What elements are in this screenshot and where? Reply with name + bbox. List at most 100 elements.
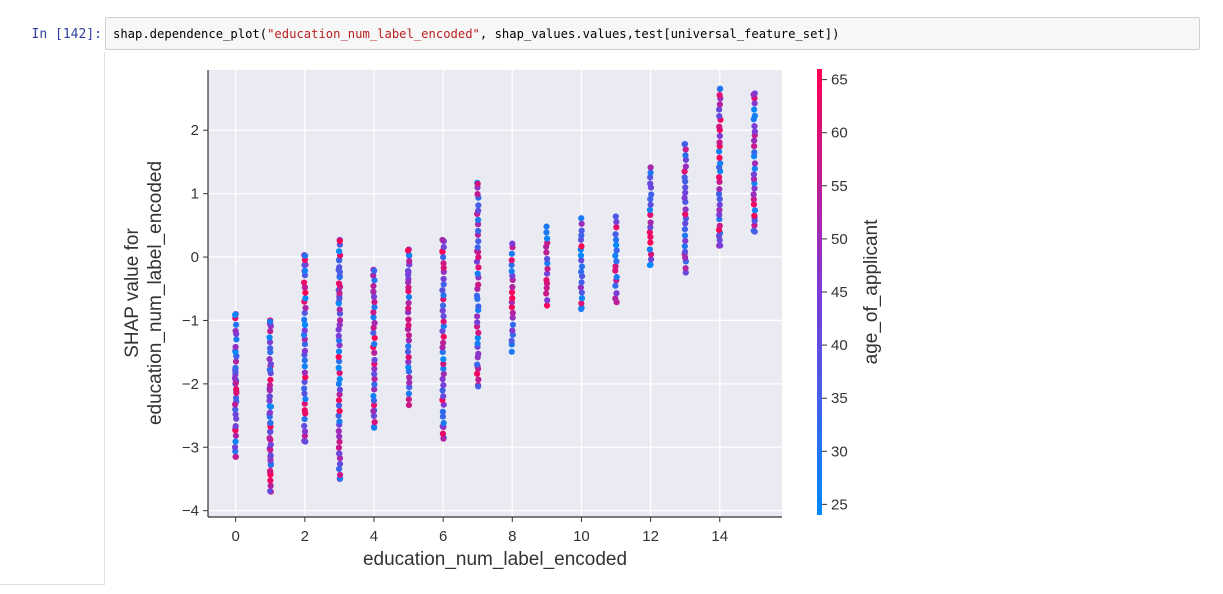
scatter-point (474, 340, 481, 347)
y-tick-label: 0 (191, 249, 199, 266)
scatter-point (717, 242, 724, 249)
scatter-point (267, 482, 274, 489)
scatter-point (301, 261, 308, 269)
scatter-point (231, 444, 239, 451)
scatter-point (301, 267, 309, 274)
scatter-point (439, 408, 446, 415)
scatter-point (509, 314, 516, 321)
scatter-point (267, 452, 274, 459)
scatter-point (439, 375, 446, 383)
scatter-point (716, 112, 723, 120)
scatter-point (474, 191, 481, 198)
scatter-point (440, 243, 447, 251)
x-axis-label: education_num_label_encoded (363, 549, 627, 570)
scatter-point (301, 252, 309, 259)
scatter-point (371, 340, 378, 348)
scatter-point (440, 401, 447, 408)
scatter-point (474, 270, 481, 277)
scatter-point (302, 295, 309, 302)
scatter-point (370, 314, 377, 321)
scatter-point (613, 224, 620, 231)
scatter-point (647, 219, 654, 226)
scatter-point (716, 206, 723, 214)
scatter-point (439, 287, 446, 294)
scatter-point (440, 260, 447, 267)
scatter-point (370, 293, 378, 300)
scatter-point (267, 477, 274, 484)
scatter-point (439, 327, 446, 335)
scatter-point (578, 263, 586, 270)
scatter-point (751, 143, 758, 150)
y-tick-label: −2 (182, 376, 199, 393)
scatter-point (751, 100, 758, 107)
code-input-area[interactable]: shap.dependence_plot("education_num_labe… (105, 17, 1200, 50)
scatter-point (370, 412, 378, 420)
scatter-point (440, 356, 447, 363)
colorbar-tick-label: 35 (831, 390, 848, 407)
scatter-point (371, 334, 378, 342)
scatter-point (301, 357, 308, 364)
scatter-point (267, 376, 274, 383)
scatter-point (335, 332, 342, 339)
scatter-point (681, 168, 688, 175)
scatter-point (716, 91, 723, 99)
scatter-point (336, 369, 343, 377)
scatter-point (406, 384, 413, 391)
colorbar (817, 69, 822, 515)
scatter-point (266, 345, 274, 352)
scatter-point (405, 279, 412, 286)
scatter-point (336, 290, 343, 297)
scatter-point (613, 258, 620, 265)
scatter-point (302, 374, 309, 381)
scatter-point (301, 316, 308, 323)
scatter-point (613, 241, 620, 249)
scatter-point (509, 272, 516, 280)
scatter-point (682, 265, 689, 272)
scatter-point (404, 247, 412, 254)
scatter-point (509, 309, 516, 317)
scatter-point (335, 337, 343, 344)
scatter-point (371, 303, 378, 311)
scatter-point (716, 216, 723, 223)
scatter-point (612, 236, 620, 243)
scatter-point (715, 191, 723, 198)
scatter-point (335, 280, 343, 287)
scatter-point (335, 412, 342, 419)
scatter-point (440, 264, 447, 271)
scatter-point (475, 383, 482, 390)
scatter-point (301, 416, 308, 423)
scatter-point (751, 165, 758, 172)
scatter-point (232, 453, 239, 460)
scatter-point (647, 211, 654, 219)
scatter-point (543, 290, 550, 297)
scatter-point (302, 289, 309, 296)
scatter-point (716, 211, 723, 218)
scatter-point (336, 386, 344, 393)
scatter-point (682, 211, 689, 218)
x-tick-label: 14 (711, 528, 728, 545)
x-tick-label: 10 (573, 528, 590, 545)
scatter-point (439, 302, 447, 309)
scatter-point (578, 220, 585, 227)
scatter-point (266, 409, 274, 416)
scatter-point (440, 322, 447, 330)
scatter-point (370, 272, 377, 279)
x-tick-label: 12 (642, 528, 659, 545)
scatter-point (750, 171, 757, 178)
scatter-point (267, 488, 274, 495)
scatter-point (647, 164, 654, 171)
scatter-point (336, 460, 344, 468)
scatter-point (371, 370, 378, 378)
scatter-point (336, 471, 344, 478)
plot-background (208, 70, 782, 517)
scatter-point (475, 216, 482, 224)
scatter-point (439, 307, 446, 314)
scatter-point (405, 390, 413, 397)
scatter-point (508, 337, 515, 344)
scatter-point (509, 240, 516, 247)
scatter-point (543, 284, 550, 292)
scatter-point (509, 321, 517, 328)
scatter-point (301, 390, 308, 397)
scatter-point (612, 295, 619, 302)
scatter-point (543, 229, 550, 236)
